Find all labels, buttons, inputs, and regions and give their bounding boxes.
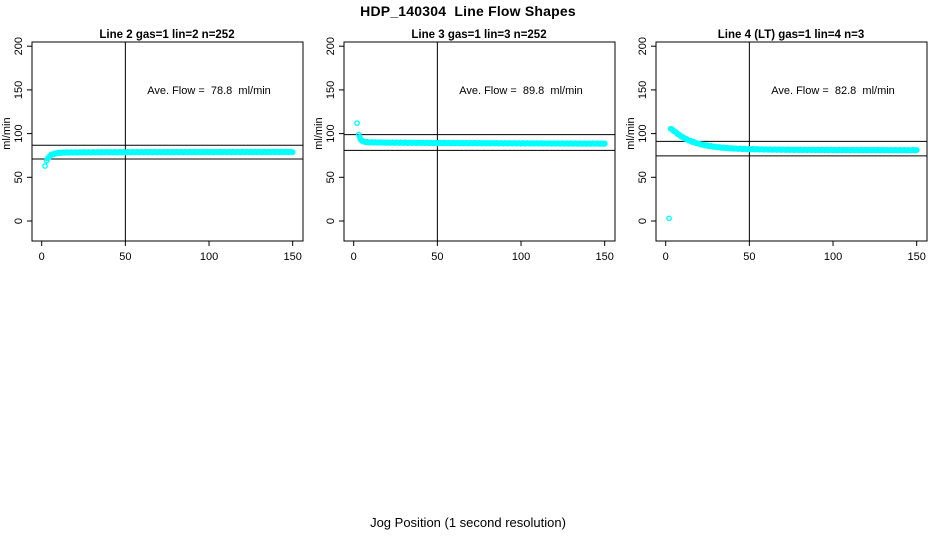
x-axis-label: Jog Position (1 second resolution)	[370, 515, 566, 530]
y-axis-label: ml/min	[313, 117, 325, 149]
plot-canvas: 0 50 100 150 0 50 100 150 200 ml/min	[625, 37, 928, 263]
data-point	[666, 215, 672, 222]
panel-line-4: Line 4 (LT) gas=1 lin=4 n=3 0 50 100 150 0 50…	[624, 28, 936, 288]
y-tick-label: 150	[637, 81, 649, 99]
y-tick-label: 0	[325, 218, 337, 224]
y-axis-label: ml/min	[1, 117, 13, 149]
plot-box	[343, 41, 616, 242]
x-tick-label: 50	[743, 251, 755, 263]
x-tick-label: 150	[908, 251, 926, 263]
y-tick-label: 200	[637, 37, 649, 55]
y-tick-label: 0	[637, 218, 649, 224]
x-tick-label: 0	[351, 251, 357, 263]
data-point	[354, 120, 360, 127]
y-tick-label: 0	[13, 218, 25, 224]
panel-title: Line 4 (LT) gas=1 lin=4 n=3	[717, 29, 865, 41]
panel-line-3: Line 3 gas=1 lin=3 n=252 0 50 100 150 0 50 100…	[312, 28, 624, 288]
plot-canvas: 0 50 100 150 0 50 100 150 200 ml/min	[313, 37, 616, 263]
plot-box	[31, 41, 304, 242]
y-tick-label: 200	[13, 37, 25, 55]
data-point	[601, 140, 608, 147]
x-tick-label: 150	[596, 251, 614, 263]
y-tick-label: 50	[13, 171, 25, 183]
page-title: HDP_140304 Line Flow Shapes	[360, 3, 576, 19]
y-tick-label: 150	[325, 81, 337, 99]
panel-title: Line 3 gas=1 lin=3 n=252	[411, 29, 547, 41]
plot-canvas: 0 50 100 150 0 50 100 150 200 ml/min	[1, 37, 304, 263]
data-point	[42, 163, 48, 169]
y-tick-label: 100	[325, 124, 337, 142]
ave-flow-annotation: Ave. Flow = 78.8 ml/min	[147, 85, 271, 97]
panel-line-2: Line 2 gas=1 lin=2 n=252 0 50 100 150 0 50 100…	[0, 28, 312, 288]
x-tick-label: 100	[200, 251, 218, 263]
x-tick-label: 50	[431, 251, 443, 263]
x-tick-label: 0	[39, 251, 45, 263]
x-tick-label: 150	[284, 251, 302, 263]
y-tick-label: 50	[325, 171, 337, 183]
y-tick-label: 200	[325, 37, 337, 55]
y-tick-label: 100	[13, 124, 25, 142]
ave-flow-annotation: Ave. Flow = 82.8 ml/min	[771, 85, 895, 97]
y-tick-label: 50	[637, 171, 649, 183]
y-tick-label: 100	[637, 124, 649, 142]
data-point	[913, 146, 920, 153]
x-tick-label: 100	[824, 251, 842, 263]
y-tick-label: 150	[13, 81, 25, 99]
data-point	[289, 149, 296, 156]
ave-flow-annotation: Ave. Flow = 89.8 ml/min	[459, 85, 583, 97]
panel-title: Line 2 gas=1 lin=2 n=252	[99, 29, 235, 41]
y-axis-label: ml/min	[625, 117, 637, 149]
x-tick-label: 0	[663, 251, 669, 263]
x-tick-label: 100	[512, 251, 530, 263]
x-tick-label: 50	[119, 251, 131, 263]
